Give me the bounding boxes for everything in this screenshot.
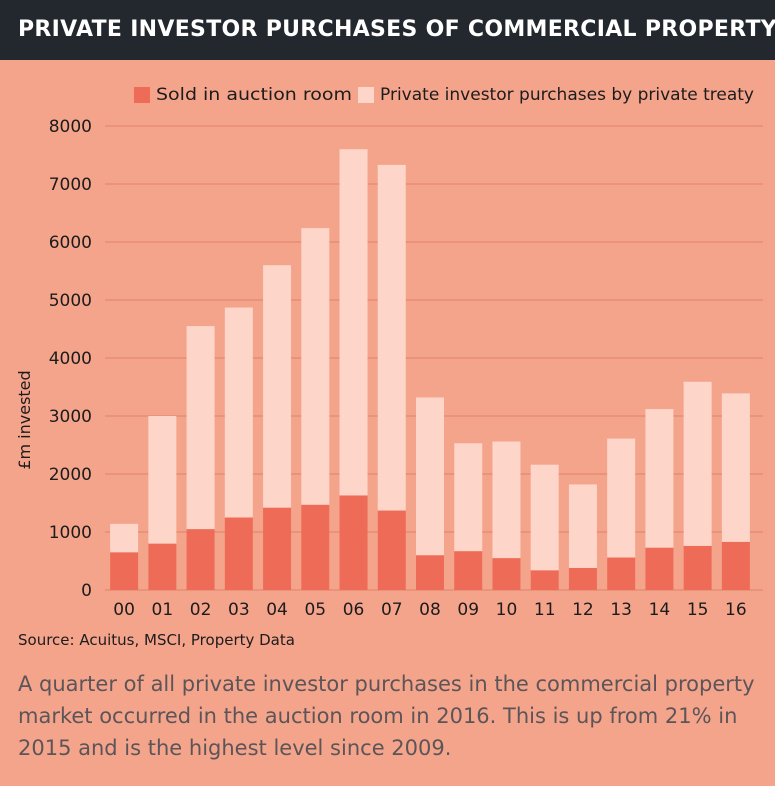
x-tick-label: 05	[304, 600, 326, 620]
bar-private-treaty-08	[416, 397, 444, 556]
bar-auction-16	[721, 541, 750, 590]
bar-private-treaty-16	[721, 393, 750, 542]
bar-auction-00	[110, 552, 139, 590]
x-tick-label: 16	[725, 600, 747, 620]
y-tick-label: 1000	[49, 523, 92, 543]
x-axis-ticks: 00 01 02 03 04 05 06 07 08 09 10 11 12 13 14 15 16	[113, 600, 746, 620]
bar-private-treaty-00	[110, 523, 139, 553]
bar-auction-13	[607, 557, 636, 590]
x-tick-label: 09	[457, 600, 479, 620]
x-tick-label: 14	[649, 600, 671, 620]
x-tick-label: 07	[381, 600, 403, 620]
y-tick-label: 7000	[49, 175, 92, 195]
bar-auction-08	[416, 555, 444, 590]
bar-auction-10	[492, 558, 521, 590]
bars	[110, 149, 750, 590]
x-tick-label: 10	[496, 600, 518, 620]
x-tick-label: 01	[152, 600, 174, 620]
legend-label-auction: Sold in auction room	[156, 85, 352, 105]
caption-text: A quarter of all private investor purcha…	[18, 672, 755, 760]
bar-auction-12	[568, 567, 597, 590]
y-tick-label: 2000	[49, 465, 92, 485]
y-tick-label: 8000	[49, 117, 92, 137]
bar-private-treaty-01	[148, 416, 177, 544]
bar-auction-04	[263, 507, 292, 590]
bar-private-treaty-07	[377, 164, 406, 511]
y-tick-label: 3000	[49, 407, 92, 427]
bar-private-treaty-12	[568, 484, 597, 568]
bar-private-treaty-10	[492, 441, 521, 559]
y-tick-label: 5000	[49, 291, 92, 311]
bar-private-treaty-03	[224, 307, 253, 518]
legend-swatch-auction	[134, 87, 150, 103]
x-tick-label: 11	[534, 600, 556, 620]
gridlines	[105, 125, 763, 591]
bar-private-treaty-06	[339, 149, 368, 496]
bar-private-treaty-13	[607, 438, 636, 558]
x-tick-label: 06	[343, 600, 365, 620]
bar-auction-02	[186, 529, 215, 590]
y-tick-label: 4000	[49, 349, 92, 369]
legend-label-private-treaty: Private investor purchases by private tr…	[380, 85, 754, 105]
bar-auction-15	[683, 545, 712, 590]
y-axis-label: £m invested	[15, 370, 34, 469]
bar-private-treaty-14	[645, 409, 674, 548]
x-tick-label: 15	[687, 600, 709, 620]
x-tick-label: 03	[228, 600, 250, 620]
legend: Sold in auction room Private investor pur…	[134, 85, 754, 105]
bar-auction-07	[377, 510, 406, 590]
bar-private-treaty-04	[263, 265, 292, 508]
bar-auction-06	[339, 495, 368, 590]
bar-auction-01	[148, 543, 177, 590]
bar-private-treaty-11	[530, 464, 559, 571]
x-tick-label: 02	[190, 600, 212, 620]
x-tick-label: 00	[113, 600, 135, 620]
x-tick-label: 13	[610, 600, 632, 620]
x-tick-label: 08	[419, 600, 441, 620]
bar-auction-11	[530, 570, 559, 590]
y-tick-label: 6000	[49, 233, 92, 253]
stacked-bar-chart: 0 1000 2000 3000 4000 5000 6000 7000 8000 00 01 02…	[15, 85, 763, 620]
source-note: Source: Acuitus, MSCI, Property Data	[18, 631, 295, 649]
bar-auction-09	[454, 551, 483, 590]
y-tick-label: 0	[81, 581, 92, 601]
legend-swatch-private-treaty	[358, 87, 374, 103]
bar-private-treaty-15	[683, 381, 712, 546]
x-tick-label: 12	[572, 600, 594, 620]
bar-auction-05	[301, 504, 330, 590]
bar-private-treaty-09	[454, 443, 483, 552]
bar-auction-03	[224, 517, 253, 590]
bar-private-treaty-05	[301, 228, 330, 505]
x-tick-label: 04	[266, 600, 288, 620]
y-axis-ticks: 0 1000 2000 3000 4000 5000 6000 7000 8000	[49, 117, 92, 601]
bar-private-treaty-02	[186, 326, 215, 530]
chart-title: PRIVATE INVESTOR PURCHASES OF COMMERCIAL…	[0, 0, 775, 60]
bar-auction-14	[645, 547, 674, 590]
